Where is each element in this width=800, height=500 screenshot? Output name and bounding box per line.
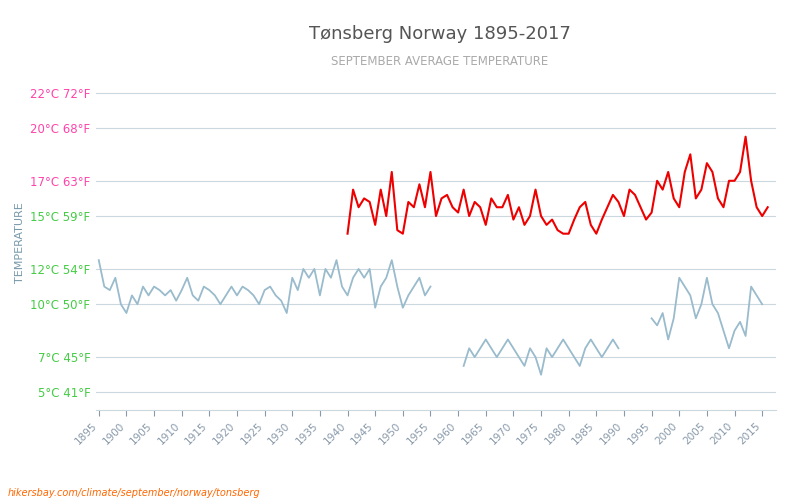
Text: Tønsberg Norway 1895-2017: Tønsberg Norway 1895-2017 bbox=[309, 25, 571, 43]
Y-axis label: TEMPERATURE: TEMPERATURE bbox=[14, 202, 25, 283]
Text: SEPTEMBER AVERAGE TEMPERATURE: SEPTEMBER AVERAGE TEMPERATURE bbox=[331, 55, 549, 68]
Text: hikersbay.com/climate/september/norway/tonsberg: hikersbay.com/climate/september/norway/t… bbox=[8, 488, 261, 498]
